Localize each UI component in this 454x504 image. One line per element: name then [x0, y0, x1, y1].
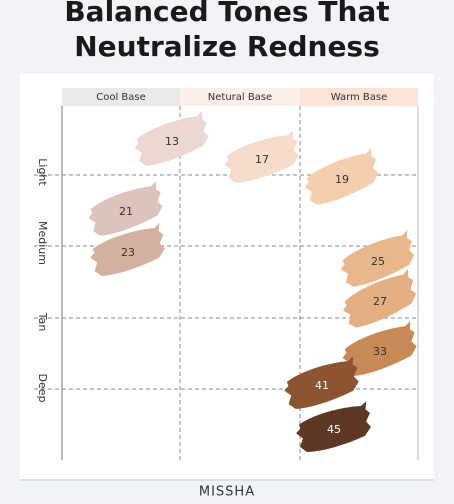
column-header: [180, 88, 300, 106]
swatch-smear: [304, 148, 379, 205]
column-label: Cool Base: [96, 92, 146, 103]
brand: MISSHA: [199, 485, 255, 500]
swatch-label: 13: [165, 135, 179, 148]
row-label: Tan: [36, 312, 49, 332]
swatch: 45: [296, 401, 371, 453]
swatch-label: 23: [121, 246, 135, 259]
title-line: Balanced Tones That: [64, 0, 389, 28]
swatch: 41: [284, 356, 359, 409]
grid: Cool Base Netural Base Warm Base Light Mediu…: [34, 88, 419, 460]
swatch-smear: [90, 223, 165, 276]
swatch: 21: [88, 181, 163, 236]
swatch-smear: [134, 111, 209, 166]
swatch-smear: [284, 356, 359, 409]
column-label: Netural Base: [208, 92, 272, 103]
row-label: Deep: [36, 374, 49, 403]
title-line: Neutralize Redness: [74, 30, 380, 63]
swatch-smear: [224, 130, 299, 183]
swatch-smear: [88, 181, 163, 236]
swatch: 23: [90, 223, 165, 276]
swatch-label: 41: [315, 379, 329, 392]
row-label: Medium: [36, 221, 49, 265]
swatch: 25: [340, 230, 415, 287]
swatch-smear: [340, 230, 415, 287]
swatch-label: 19: [335, 173, 349, 186]
swatch-smear: [342, 269, 417, 328]
swatch: 13: [134, 111, 209, 166]
column-label: Warm Base: [331, 92, 388, 103]
swatch-label: 21: [119, 205, 133, 218]
swatch-label: 27: [373, 295, 387, 308]
row-label: Light: [36, 158, 49, 186]
column-header: [300, 88, 418, 106]
swatch: 19: [304, 148, 379, 205]
swatch-label: 33: [373, 345, 387, 358]
swatch-label: 17: [255, 153, 269, 166]
swatch-smear: [296, 401, 371, 453]
column-header: [62, 88, 180, 106]
swatch: 17: [224, 130, 299, 183]
swatch: 33: [342, 321, 417, 376]
swatch-label: 25: [371, 255, 385, 268]
swatch: 27: [342, 269, 417, 328]
swatch-label: 45: [327, 423, 341, 436]
swatches: 13 17 19 21 23 25 27 33 41 45: [88, 111, 417, 453]
swatch-smear: [342, 321, 417, 376]
